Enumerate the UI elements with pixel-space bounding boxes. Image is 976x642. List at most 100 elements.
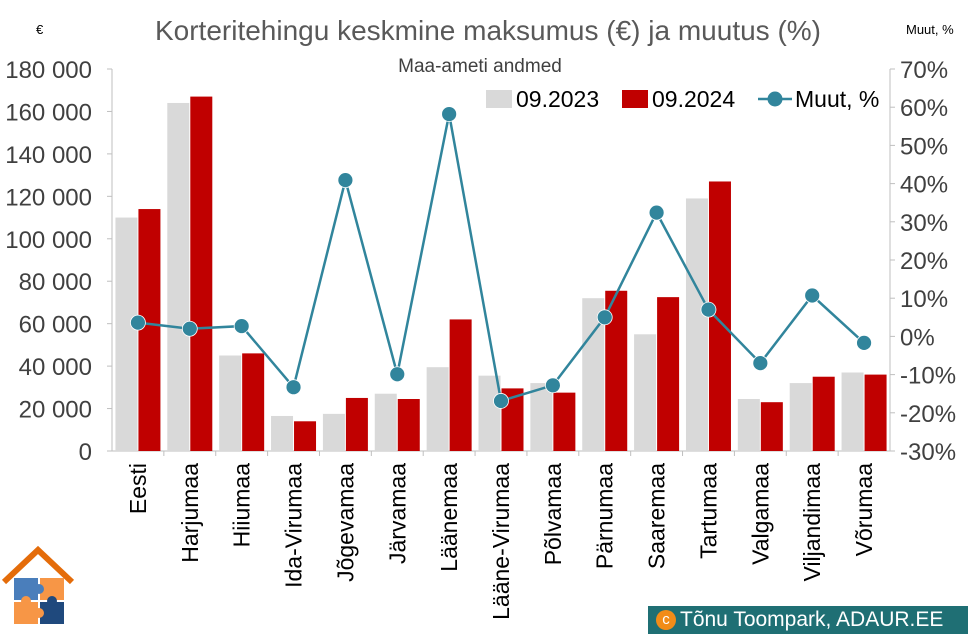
category-label: Jõgevamaa: [332, 463, 358, 582]
bar-2024: [449, 319, 472, 451]
legend: 09.2023 09.2024 Muut, %: [486, 86, 879, 112]
copyright-credit: c Tõnu Toompark, ADAUR.EE: [648, 606, 968, 634]
category-label: Põlvamaa: [540, 463, 566, 565]
change-point: [181, 320, 198, 337]
bar-2024: [242, 353, 265, 451]
category-label: Läänemaa: [436, 463, 462, 572]
right-tick-label: 10%: [900, 286, 948, 313]
bar-2024: [190, 96, 213, 451]
left-axis-unit: €: [36, 22, 44, 37]
bars: [115, 96, 887, 451]
logo-piece-orange-2: [14, 602, 38, 624]
bar-2024: [397, 399, 420, 451]
bar-2023: [115, 217, 138, 451]
logo-knob: [34, 608, 44, 618]
logo-knob: [47, 596, 57, 606]
bar-2024: [138, 209, 161, 451]
left-tick-label: 40 000: [19, 354, 92, 381]
bar-2024: [294, 421, 317, 451]
bar-2024: [553, 392, 576, 451]
bar-2023: [737, 399, 760, 451]
category-label: Järvamaa: [384, 463, 410, 564]
bar-2023: [322, 413, 345, 451]
logo-knob: [34, 584, 44, 594]
change-point: [441, 106, 458, 122]
bar-2024: [708, 181, 731, 451]
legend-label-2024: 09.2024: [652, 86, 735, 112]
bar-2023: [582, 298, 605, 451]
category-label: Pärnumaa: [592, 463, 618, 569]
change-point: [804, 287, 821, 304]
logo-roof: [1, 545, 75, 585]
bar-2024: [760, 402, 783, 451]
chart-title: Korteritehingu keskmine maksumus (€) ja …: [155, 15, 821, 46]
category-label: Valgamaa: [747, 463, 773, 565]
right-axis-unit: Muut, %: [906, 22, 954, 37]
bar-2023: [478, 375, 501, 451]
bar-2023: [789, 383, 812, 451]
category-label: Saaremaa: [644, 463, 670, 569]
change-line: [130, 106, 872, 409]
logo-piece-orange: [40, 578, 64, 600]
left-tick-label: 140 000: [5, 142, 92, 169]
right-tick-label: -20%: [900, 401, 956, 428]
change-point: [130, 314, 146, 331]
left-tick-label: 160 000: [5, 99, 92, 126]
change-point: [648, 204, 665, 221]
copyright-icon: c: [656, 610, 676, 630]
change-point: [856, 334, 872, 351]
right-tick-label: -10%: [900, 363, 956, 390]
bar-2024: [812, 376, 835, 451]
legend-label-2023: 09.2023: [516, 86, 599, 112]
bar-2024: [864, 374, 887, 451]
legend-label-change: Muut, %: [795, 86, 879, 112]
change-point: [337, 172, 354, 189]
left-tick-label: 80 000: [19, 269, 92, 296]
right-tick-label: 60%: [900, 95, 948, 122]
chart-subtitle: Maa-ameti andmed: [398, 56, 562, 77]
change-point: [233, 318, 250, 334]
left-tick-label: 120 000: [5, 184, 92, 211]
change-point: [752, 355, 769, 372]
right-tick-label: -30%: [900, 439, 956, 466]
change-point: [285, 379, 302, 396]
category-label: Ida-Virumaa: [281, 463, 307, 588]
category-label: Võrumaa: [851, 463, 877, 557]
logo-knob: [21, 596, 31, 606]
change-point: [700, 301, 717, 318]
right-tick-label: 40%: [900, 172, 948, 199]
category-label: Harjumaa: [177, 463, 203, 563]
logo-piece-blue: [14, 578, 38, 600]
credit-text: Tõnu Toompark, ADAUR.EE: [680, 608, 944, 631]
left-tick-label: 180 000: [5, 57, 92, 84]
right-tick-label: 20%: [900, 248, 948, 275]
logo-puzzle-house: [1, 545, 75, 624]
legend-marker-swatch: [767, 91, 783, 107]
change-point: [544, 377, 561, 394]
category-label: Lääne-Virumaa: [488, 463, 514, 620]
bar-2023: [374, 393, 397, 451]
bar-2024: [657, 297, 680, 451]
axes: 0 20 000 40 000 60 000 80 000 100 000 120 000 1…: [5, 57, 956, 620]
logo-piece-navy: [40, 602, 64, 624]
legend-swatch-2024: [622, 90, 648, 108]
right-tick-label: 30%: [900, 210, 948, 237]
category-label: Eesti: [125, 463, 151, 514]
left-tick-label: 20 000: [19, 397, 92, 424]
left-tick-label: 0: [79, 439, 92, 466]
bar-2023: [426, 367, 449, 451]
right-tick-label: 70%: [900, 57, 948, 84]
change-point: [596, 309, 613, 326]
bar-2024: [345, 397, 368, 451]
bar-2023: [530, 383, 553, 451]
left-tick-label: 60 000: [19, 312, 92, 339]
change-point: [493, 393, 509, 409]
bar-2023: [841, 372, 864, 451]
bar-2023: [167, 102, 190, 451]
category-label: Tartumaa: [695, 463, 721, 559]
legend-swatch-2023: [486, 90, 512, 108]
category-label: Hiiumaa: [229, 463, 255, 548]
right-tick-label: 0%: [900, 324, 935, 351]
